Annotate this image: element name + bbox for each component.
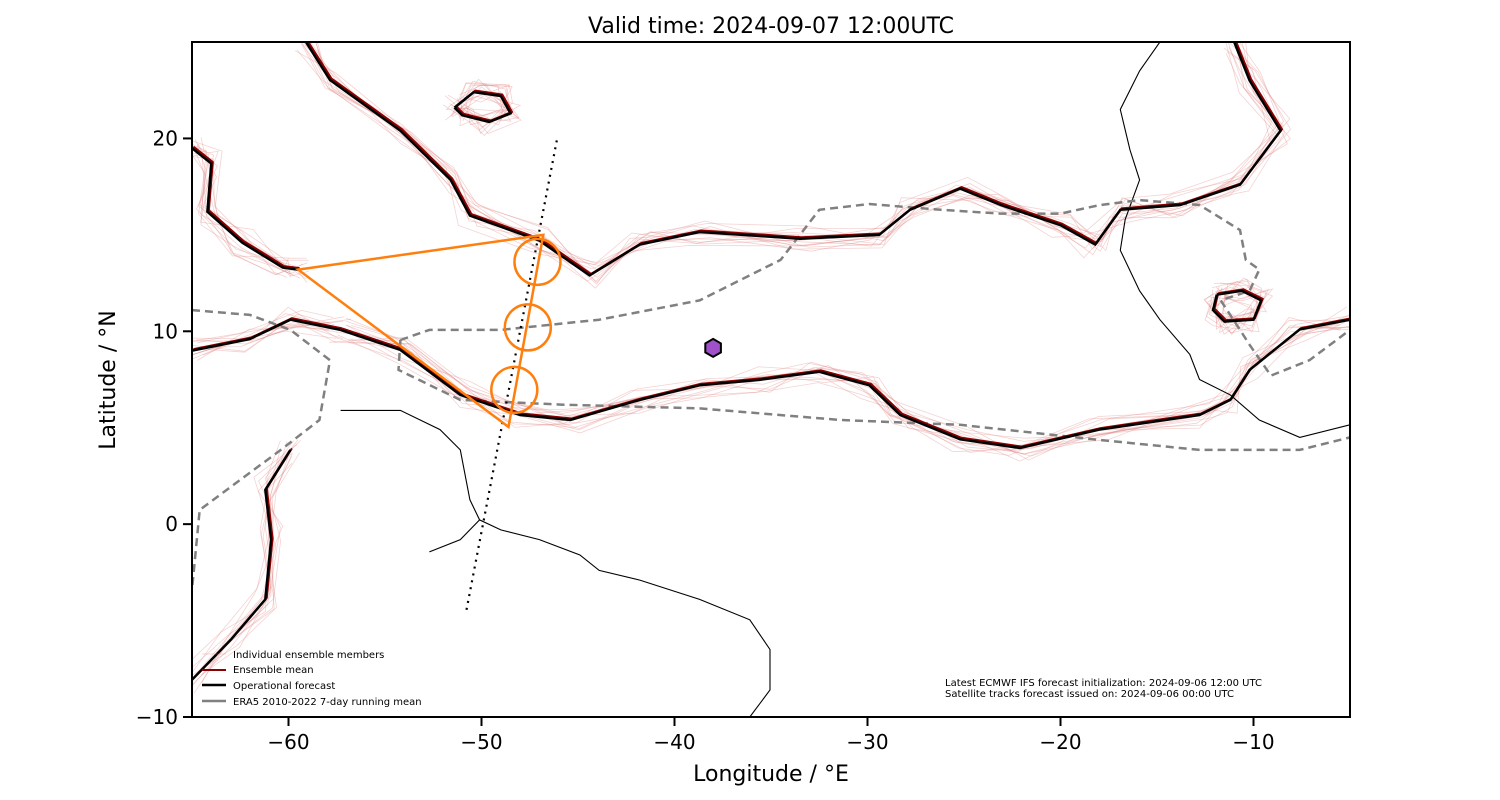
target-circle — [513, 237, 562, 287]
chart-title: Valid time: 2024-09-07 12:00UTC — [588, 14, 954, 39]
ensemble-member-line — [192, 463, 293, 674]
ensemble-member-line — [1210, 281, 1267, 333]
ensemble-member-line — [192, 323, 344, 356]
ensemble-member-line — [194, 149, 291, 278]
x-tick-label: −60 — [267, 730, 309, 754]
plot-frame — [191, 41, 1351, 718]
ensemble-member-line — [315, 42, 1272, 289]
target-triangle — [294, 233, 545, 430]
ensemble-member-line — [338, 321, 1346, 453]
x-tick-label: −10 — [1232, 730, 1274, 754]
ensemble-member-line — [451, 83, 519, 120]
ensemble-member-line — [447, 84, 513, 135]
ensemble-member-line — [1211, 287, 1264, 324]
ensemble-member-line — [348, 306, 1347, 439]
operational-forecast-contour — [304, 42, 1283, 277]
ensemble-member-line — [345, 323, 1339, 452]
target-circle — [503, 303, 553, 352]
ensemble-member-line — [192, 440, 294, 680]
ensemble-member-line — [192, 330, 336, 356]
x-tick-label: −30 — [846, 730, 888, 754]
ensemble-member-line — [304, 44, 1279, 275]
ensemble-member-line — [346, 317, 1341, 453]
ensemble-member-line — [198, 137, 307, 259]
x-tick-label: −50 — [460, 730, 502, 754]
operational-forecast-contour — [453, 90, 513, 124]
ensemble-member-line — [306, 42, 1272, 282]
era5-mean-contour — [192, 308, 332, 590]
ensemble-member-line — [345, 325, 1350, 456]
ensemble-member-line — [346, 324, 1349, 448]
operational-forecast-contour — [340, 318, 1350, 450]
y-tick-label: −10 — [136, 705, 178, 729]
ensemble-member-line — [302, 42, 1291, 267]
annotation-initialization: Latest ECMWF IFS forecast initialization… — [945, 678, 1262, 689]
operational-forecast-contour — [192, 147, 299, 271]
ensemble-member-line — [296, 42, 1284, 270]
ensemble-members-layer — [192, 42, 1350, 694]
operational-forecast-contour — [192, 318, 341, 352]
operational-forecast-contour — [1211, 289, 1263, 323]
x-axis-label: Longitude / °E — [693, 762, 849, 787]
legend-label-era5: ERA5 2010-2022 7-day running mean — [233, 697, 422, 708]
ensemble-member-line — [196, 144, 301, 279]
ensemble-member-line — [317, 42, 1283, 282]
ensemble-member-line — [315, 42, 1291, 264]
legend: Individual ensemble members Ensemble mea… — [202, 650, 422, 708]
ensemble-member-line — [192, 452, 300, 661]
y-axis-label: Latitude / °N — [96, 310, 121, 449]
ensemble-member-line — [199, 322, 330, 348]
ensemble-member-line — [457, 95, 506, 117]
legend-label-mean: Ensemble mean — [233, 665, 314, 676]
ensemble-member-line — [196, 316, 344, 345]
annotation-satellite: Satellite tracks forecast issued on: 202… — [945, 689, 1234, 700]
ensemble-member-line — [346, 321, 1350, 452]
target-circle — [490, 365, 539, 415]
ensemble-member-line — [192, 439, 299, 676]
coastline — [340, 409, 771, 717]
ensemble-mean-contour — [192, 145, 300, 270]
ensemble-member-line — [197, 143, 288, 278]
y-tick-label: 0 — [165, 512, 178, 536]
x-tick-label: −40 — [653, 730, 695, 754]
ensemble-member-line — [445, 84, 513, 124]
ensemble-member-line — [201, 459, 280, 676]
y-tick-label: 20 — [153, 126, 178, 150]
ensemble-member-line — [198, 441, 288, 673]
coastline — [429, 519, 480, 553]
era5-mean-contour — [399, 198, 1350, 378]
coastline — [1119, 42, 1350, 438]
ensemble-member-line — [192, 154, 296, 275]
ensemble-member-line — [1203, 280, 1259, 334]
era5-mean-contour — [397, 339, 1350, 452]
axis-ticks: −60 −50 −40 −30 −20 −10 −10 0 10 20 — [136, 126, 1275, 754]
y-tick-label: 10 — [153, 319, 178, 343]
ensemble-member-line — [348, 322, 1342, 448]
ensemble-member-line — [194, 139, 295, 275]
ensemble-member-line — [334, 314, 1350, 455]
ensemble-member-line — [192, 318, 336, 352]
ensemble-member-line — [316, 42, 1275, 266]
ensemble-member-line — [451, 78, 522, 128]
ensemble-member-line — [1204, 293, 1263, 329]
ensemble-member-line — [192, 313, 335, 353]
ensemble-member-line — [1222, 284, 1270, 327]
ensemble-member-line — [336, 328, 1342, 461]
satellite-track — [465, 140, 558, 613]
ensemble-member-line — [337, 317, 1341, 455]
x-tick-label: −20 — [1039, 730, 1081, 754]
legend-label-operational: Operational forecast — [233, 681, 335, 692]
legend-label-members: Individual ensemble members — [233, 650, 384, 661]
ensemble-member-line — [310, 42, 1288, 285]
ensemble-member-line — [301, 42, 1280, 263]
contour-layers — [192, 42, 1350, 717]
ensemble-member-line — [1204, 286, 1260, 333]
hexagon-marker — [704, 337, 722, 359]
ensemble-member-line — [452, 83, 503, 131]
ensemble-member-line — [192, 143, 303, 274]
operational-forecast-contour — [192, 449, 292, 681]
ensemble-mean-contour — [455, 89, 514, 122]
